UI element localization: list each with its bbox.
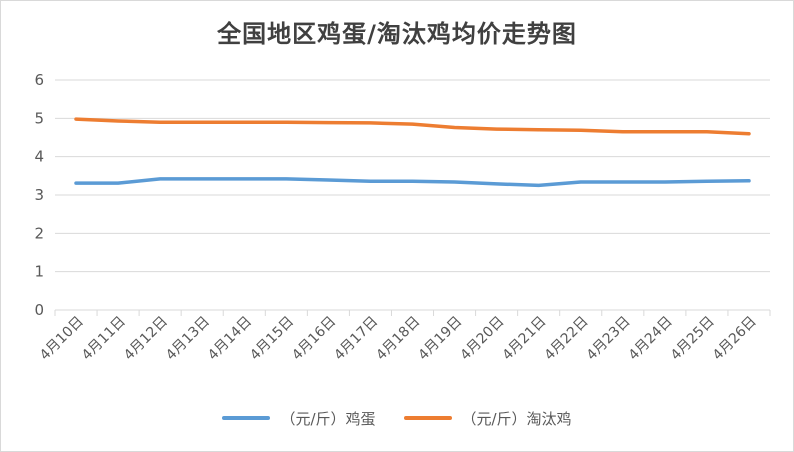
x-tick-label: 4月16日 bbox=[289, 314, 339, 364]
x-tick-label: 4月23日 bbox=[584, 314, 634, 364]
x-tick-label: 4月13日 bbox=[163, 314, 213, 364]
series-line-0 bbox=[74, 177, 751, 188]
y-tick-label-3: 3 bbox=[34, 186, 44, 204]
legend-label-culled-hen: （元/斤）淘汰鸡 bbox=[461, 409, 572, 428]
y-tick-label-2: 2 bbox=[34, 224, 44, 242]
legend-item-egg: （元/斤）鸡蛋 bbox=[222, 408, 376, 429]
x-tick-label: 4月18日 bbox=[373, 314, 423, 364]
series-lines bbox=[74, 117, 751, 188]
x-tick-label: 4月12日 bbox=[121, 314, 171, 364]
x-tick-label: 4月21日 bbox=[499, 314, 549, 364]
y-tick-label-6: 6 bbox=[34, 71, 44, 89]
x-tick-label: 4月22日 bbox=[542, 314, 592, 364]
x-tick-label: 4月14日 bbox=[205, 314, 255, 364]
y-tick-label-4: 4 bbox=[34, 148, 44, 166]
y-tick-label-5: 5 bbox=[34, 109, 44, 127]
legend-label-egg: （元/斤）鸡蛋 bbox=[280, 409, 376, 428]
legend: （元/斤）鸡蛋 （元/斤）淘汰鸡 bbox=[0, 406, 794, 430]
y-tick-label-1: 1 bbox=[34, 263, 44, 281]
x-tick-label: 4月26日 bbox=[710, 314, 760, 364]
series-line-1 bbox=[74, 117, 751, 136]
legend-swatch-culled-hen bbox=[403, 416, 452, 420]
x-tick-label: 4月17日 bbox=[331, 314, 381, 364]
y-tick-label-0: 0 bbox=[34, 301, 44, 319]
x-tick-label: 4月19日 bbox=[415, 314, 465, 364]
chart-title: 全国地区鸡蛋/淘汰鸡均价走势图 bbox=[217, 20, 577, 48]
gridlines bbox=[54, 79, 771, 316]
x-tick-label: 4月15日 bbox=[247, 314, 297, 364]
x-axis-tick-labels: 4月10日4月11日4月12日4月13日4月14日4月15日4月16日4月17日… bbox=[37, 314, 760, 364]
x-tick-label: 4月25日 bbox=[668, 314, 718, 364]
x-tick-label: 4月24日 bbox=[626, 314, 676, 364]
x-tick-label: 4月11日 bbox=[79, 314, 129, 364]
y-axis-tick-labels: 0 1 2 3 4 5 6 bbox=[34, 71, 44, 319]
x-tick-label: 4月10日 bbox=[37, 314, 87, 364]
legend-swatch-egg bbox=[222, 416, 271, 420]
x-tick-label: 4月20日 bbox=[457, 314, 507, 364]
legend-item-culled-hen: （元/斤）淘汰鸡 bbox=[403, 408, 572, 429]
